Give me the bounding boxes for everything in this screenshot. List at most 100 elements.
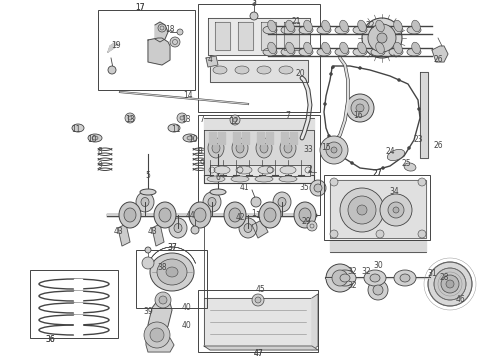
- Ellipse shape: [314, 184, 322, 192]
- Ellipse shape: [278, 198, 286, 207]
- Ellipse shape: [400, 274, 410, 282]
- Ellipse shape: [294, 202, 316, 228]
- Ellipse shape: [394, 270, 416, 286]
- Circle shape: [332, 66, 335, 68]
- Circle shape: [145, 247, 151, 253]
- Ellipse shape: [174, 224, 182, 233]
- Ellipse shape: [119, 202, 141, 228]
- Ellipse shape: [377, 33, 387, 43]
- Polygon shape: [74, 279, 82, 289]
- Ellipse shape: [235, 66, 249, 74]
- Ellipse shape: [376, 42, 384, 54]
- Text: 14: 14: [183, 91, 193, 100]
- Ellipse shape: [264, 208, 276, 222]
- Text: 7: 7: [286, 112, 291, 121]
- Text: 6: 6: [216, 174, 220, 183]
- Text: 27: 27: [372, 168, 382, 177]
- Ellipse shape: [279, 176, 297, 182]
- Polygon shape: [209, 132, 216, 144]
- Text: 3: 3: [251, 0, 256, 9]
- Ellipse shape: [304, 42, 312, 54]
- Circle shape: [251, 197, 261, 207]
- Bar: [30, 270, 118, 338]
- Ellipse shape: [157, 259, 187, 285]
- Text: 8: 8: [98, 148, 102, 157]
- Text: 34: 34: [389, 188, 399, 197]
- Text: 11: 11: [71, 126, 81, 135]
- Text: 26: 26: [433, 140, 443, 149]
- Ellipse shape: [255, 176, 273, 182]
- Text: 12: 12: [229, 117, 239, 126]
- Ellipse shape: [208, 138, 224, 158]
- Ellipse shape: [259, 202, 281, 228]
- Ellipse shape: [281, 26, 295, 34]
- Ellipse shape: [299, 48, 313, 56]
- Text: 36: 36: [45, 336, 55, 345]
- Ellipse shape: [394, 42, 402, 54]
- Text: 21: 21: [291, 18, 301, 27]
- Text: 29: 29: [301, 217, 311, 226]
- Text: 42: 42: [235, 213, 245, 222]
- Ellipse shape: [231, 176, 249, 182]
- Ellipse shape: [335, 26, 349, 34]
- Polygon shape: [204, 130, 314, 175]
- Ellipse shape: [346, 94, 374, 122]
- Circle shape: [380, 194, 412, 226]
- Ellipse shape: [88, 134, 102, 142]
- Ellipse shape: [224, 202, 246, 228]
- Ellipse shape: [371, 48, 385, 56]
- Circle shape: [382, 166, 385, 170]
- Text: 47: 47: [253, 350, 263, 359]
- Ellipse shape: [286, 42, 294, 54]
- Polygon shape: [215, 22, 230, 50]
- Text: 33: 33: [303, 145, 313, 154]
- Ellipse shape: [340, 274, 350, 282]
- Ellipse shape: [280, 166, 296, 174]
- Polygon shape: [208, 18, 310, 55]
- Circle shape: [359, 67, 362, 69]
- Text: 37: 37: [167, 243, 177, 252]
- Text: 22: 22: [365, 22, 375, 31]
- Polygon shape: [330, 240, 426, 252]
- Bar: [324, 175, 430, 240]
- Ellipse shape: [268, 20, 276, 32]
- Polygon shape: [252, 220, 268, 238]
- Circle shape: [331, 147, 337, 153]
- Ellipse shape: [213, 66, 227, 74]
- Text: 30: 30: [373, 261, 383, 270]
- Text: 47: 47: [253, 350, 263, 359]
- Text: 32: 32: [347, 282, 357, 291]
- Ellipse shape: [362, 18, 402, 58]
- Ellipse shape: [141, 198, 149, 207]
- Ellipse shape: [257, 66, 271, 74]
- Text: 45: 45: [255, 285, 265, 294]
- Bar: [198, 115, 320, 215]
- Ellipse shape: [446, 280, 454, 288]
- Ellipse shape: [371, 26, 385, 34]
- Ellipse shape: [284, 143, 292, 153]
- Ellipse shape: [368, 280, 388, 300]
- Circle shape: [323, 103, 326, 105]
- Ellipse shape: [358, 42, 367, 54]
- Text: 18: 18: [165, 26, 175, 35]
- Ellipse shape: [189, 202, 211, 228]
- Polygon shape: [290, 132, 297, 144]
- Ellipse shape: [376, 20, 384, 32]
- Ellipse shape: [140, 189, 156, 195]
- Text: 15: 15: [321, 144, 331, 153]
- Text: 39: 39: [143, 307, 153, 316]
- Polygon shape: [330, 180, 426, 238]
- Polygon shape: [204, 118, 314, 130]
- Text: 2: 2: [308, 166, 313, 175]
- Circle shape: [255, 297, 261, 303]
- Polygon shape: [210, 165, 310, 176]
- Ellipse shape: [236, 143, 244, 153]
- Polygon shape: [204, 175, 314, 183]
- Text: 13: 13: [181, 116, 191, 125]
- Circle shape: [340, 188, 384, 232]
- Text: 9: 9: [98, 161, 102, 170]
- Ellipse shape: [340, 20, 348, 32]
- Text: 5: 5: [146, 171, 150, 180]
- Polygon shape: [74, 315, 82, 325]
- Ellipse shape: [434, 268, 466, 300]
